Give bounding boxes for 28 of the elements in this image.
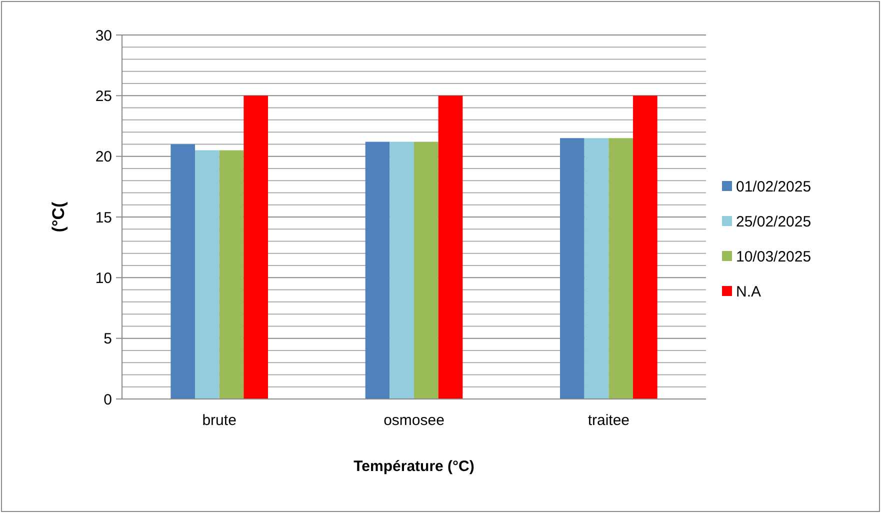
bar bbox=[365, 142, 390, 399]
bar bbox=[608, 138, 633, 399]
y-tick-label: 5 bbox=[104, 330, 112, 348]
bar bbox=[195, 150, 220, 399]
x-tick-label: osmosee bbox=[384, 412, 444, 429]
y-tick-label: 20 bbox=[95, 148, 112, 166]
legend-label: 10/03/2025 bbox=[736, 248, 812, 266]
x-tick-label: traitee bbox=[588, 412, 630, 429]
bar bbox=[633, 96, 658, 399]
x-tick-label: brute bbox=[202, 412, 236, 429]
bar bbox=[390, 142, 414, 399]
bar bbox=[560, 138, 584, 399]
bar bbox=[244, 96, 268, 399]
bar bbox=[170, 144, 195, 399]
legend-label: N.A bbox=[736, 283, 762, 300]
bar bbox=[438, 96, 463, 399]
legend-label: 01/02/2025 bbox=[736, 178, 812, 196]
y-tick-label: 0 bbox=[104, 391, 112, 408]
y-tick-label: 10 bbox=[95, 270, 112, 287]
y-tick-label: 25 bbox=[95, 88, 112, 105]
bar bbox=[219, 150, 244, 399]
bar bbox=[584, 138, 609, 399]
y-axis-title: (°C( bbox=[49, 201, 68, 232]
y-tick-label: 15 bbox=[95, 209, 112, 226]
bar bbox=[414, 142, 438, 399]
y-tick-label: 30 bbox=[95, 27, 112, 44]
legend-label: 25/02/2025 bbox=[736, 213, 812, 230]
x-axis-title: Température (°C) bbox=[354, 458, 474, 475]
